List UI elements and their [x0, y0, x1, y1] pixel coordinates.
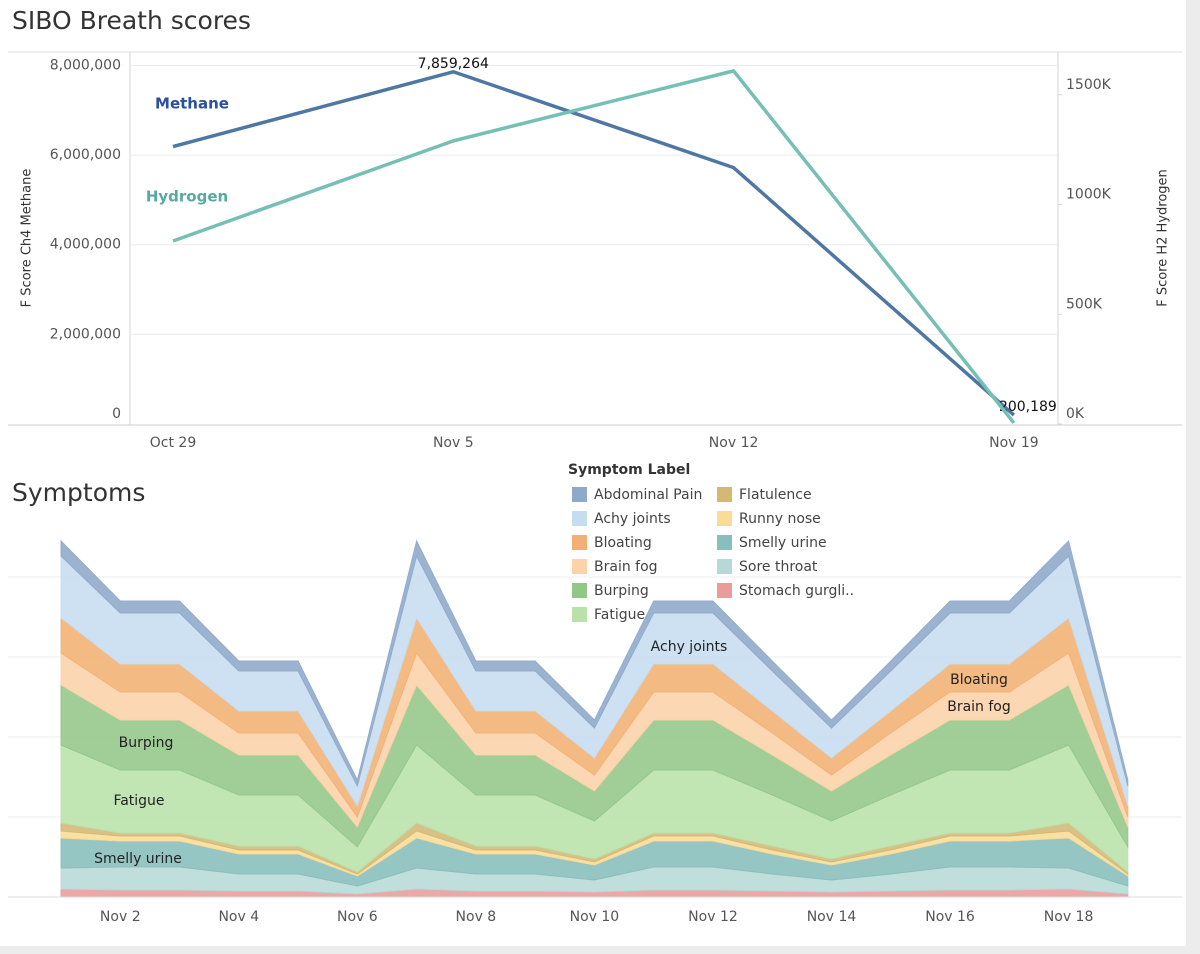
annotation: Bloating [950, 672, 1008, 688]
legend-label: Achy joints [594, 511, 671, 527]
series-line [172, 69, 1016, 424]
legend-label: Brain fog [594, 559, 658, 575]
y2-tick-label: 500K [1066, 296, 1103, 312]
legend-swatch [717, 487, 732, 502]
annotation: Smelly urine [94, 851, 182, 867]
y2-tick-label: 1500K [1066, 77, 1112, 93]
legend-label: Fatigue [594, 607, 645, 623]
x-tick-label: Nov 16 [925, 909, 975, 925]
x-tick-label: Nov 12 [688, 909, 738, 925]
legend-label: Bloating [594, 535, 652, 551]
y2-tick-label: 0K [1066, 406, 1085, 422]
y-tick-label: 8,000,000 [50, 57, 121, 73]
x-tick-label: Nov 8 [456, 909, 497, 925]
area-layer [8, 539, 1182, 898]
value-label: 7,859,264 [418, 56, 489, 72]
annotation: Achy joints [651, 639, 728, 655]
x-tick-label: Nov 5 [433, 435, 474, 451]
legend-swatch [572, 607, 587, 622]
value-label: 200,189 [999, 399, 1057, 415]
x-tick-label: Oct 29 [150, 435, 196, 451]
series-label: Hydrogen [146, 188, 228, 206]
legend-swatch [572, 511, 587, 526]
x-tick-label: Nov 18 [1044, 909, 1094, 925]
y-tick-label: 2,000,000 [50, 326, 121, 342]
y-tick-label: 4,000,000 [50, 237, 121, 253]
chart-title: SIBO Breath scores [12, 6, 251, 35]
legend-label: Sore throat [739, 559, 818, 575]
legend-title: Symptom Label [568, 462, 690, 478]
legend-swatch [572, 535, 587, 550]
annotation: Brain fog [947, 699, 1011, 715]
annotation: Fatigue [113, 793, 164, 809]
x-tick-label: Nov 6 [337, 909, 378, 925]
legend-swatch [717, 511, 732, 526]
x-tick-label: Nov 14 [807, 909, 857, 925]
legend-swatch [717, 535, 732, 550]
legend-swatch [572, 487, 587, 502]
legend-label: Smelly urine [739, 535, 827, 551]
area [60, 539, 1129, 788]
y-axis-title: F Score Ch4 Methane [20, 169, 35, 308]
series-label: Methane [155, 95, 229, 113]
legend-swatch [717, 583, 732, 598]
x-tick-label: Nov 2 [100, 909, 141, 925]
annotation: Burping [119, 735, 174, 751]
chart-title: Symptoms [12, 478, 145, 507]
series-line [172, 70, 1016, 417]
x-tick-label: Nov 10 [570, 909, 620, 925]
legend-label: Burping [594, 583, 649, 599]
legend-swatch [572, 559, 587, 574]
y2-axis-title: F Score H2 Hydrogen [1156, 169, 1171, 307]
x-tick-label: Nov 4 [218, 909, 259, 925]
legend-label: Runny nose [739, 511, 821, 527]
y2-tick-label: 1000K [1066, 187, 1112, 203]
legend-swatch [572, 583, 587, 598]
legend-swatch [717, 559, 732, 574]
x-tick-label: Nov 12 [709, 435, 759, 451]
y-tick-label: 0 [112, 406, 121, 422]
x-tick-label: Nov 19 [989, 435, 1039, 451]
legend-label: Abdominal Pain [594, 487, 702, 503]
y-tick-label: 6,000,000 [50, 147, 121, 163]
legend-label: Flatulence [739, 487, 812, 503]
legend-label: Stomach gurgli.. [739, 583, 854, 599]
